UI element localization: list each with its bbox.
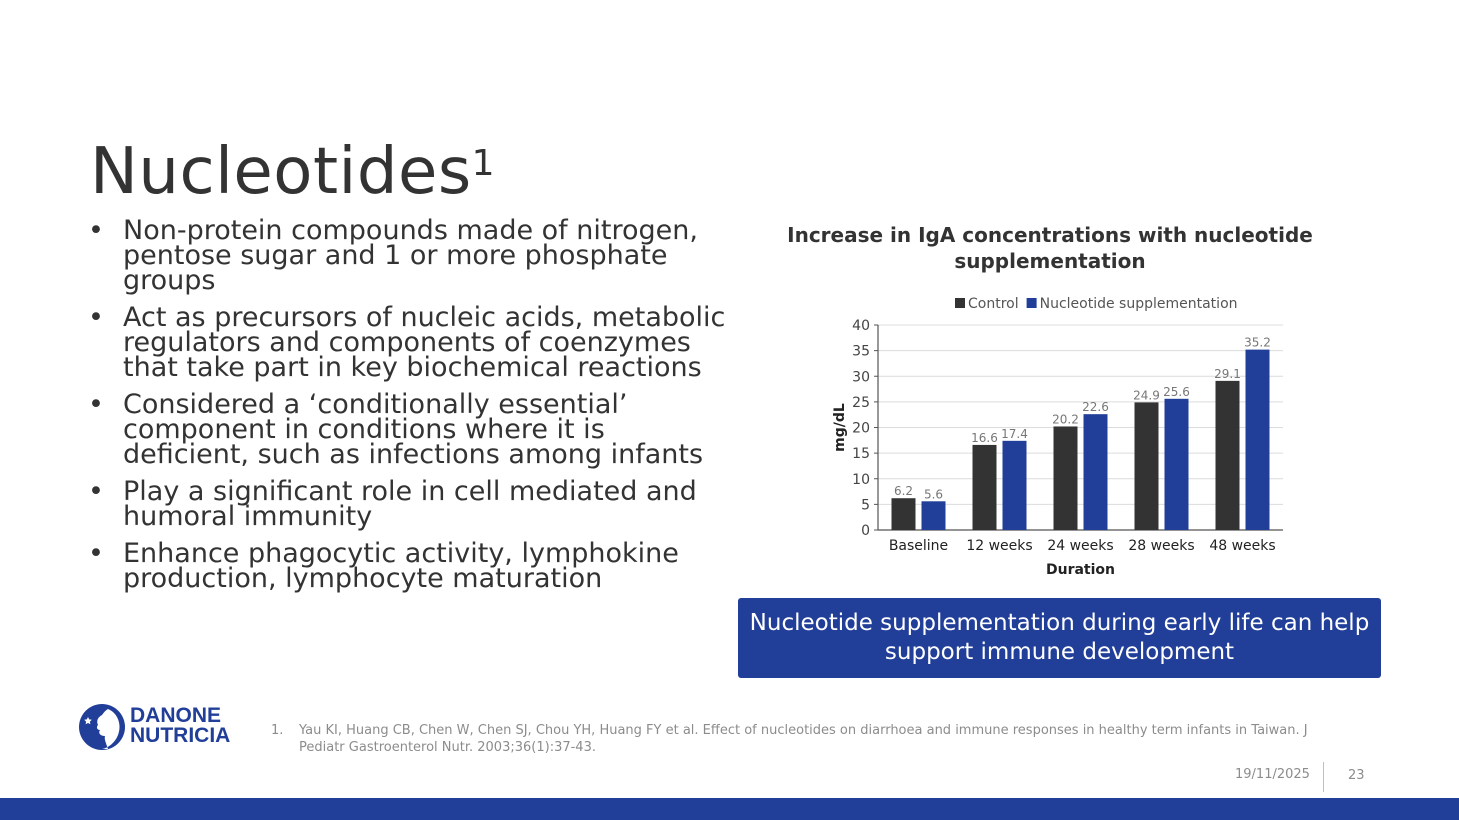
- bar-value-label: 29.1: [1214, 367, 1241, 381]
- bullet-icon: •: [88, 215, 104, 246]
- bar: [891, 498, 916, 530]
- y-tick-label: 40: [852, 318, 870, 334]
- logo-wordmark: DANONE NUTRICIA: [130, 704, 231, 747]
- x-tick-label: Baseline: [889, 538, 948, 554]
- x-tick-label: 28 weeks: [1128, 538, 1194, 554]
- x-tick-label: 24 weeks: [1047, 538, 1113, 554]
- bar-value-label: 5.6: [924, 487, 943, 501]
- bar-value-label: 20.2: [1052, 412, 1079, 426]
- legend-swatch: [1026, 298, 1037, 308]
- danone-nutricia-logo: DANONE NUTRICIA: [78, 703, 248, 751]
- bullet-text: Play a significant role in cell mediated…: [123, 476, 697, 532]
- bar: [1215, 380, 1240, 530]
- bullet-item: • Act as precursors of nucleic acids, met…: [88, 302, 728, 383]
- bullet-icon: •: [88, 476, 104, 507]
- bar-value-label: 16.6: [971, 431, 998, 445]
- legend-label: Control: [968, 296, 1019, 312]
- bullet-text: Enhance phagocytic activity, lymphokine …: [123, 538, 679, 594]
- page-number: 23: [1348, 768, 1365, 783]
- y-tick-label: 0: [861, 523, 870, 539]
- title-text: Nucleotides: [90, 134, 472, 209]
- footer-bar: [0, 798, 1459, 820]
- bullet-icon: •: [88, 302, 104, 333]
- bar: [921, 501, 946, 530]
- bar: [1245, 349, 1270, 530]
- logo-line-1: DANONE: [130, 704, 222, 727]
- key-message-callout: Nucleotide supplementation during early …: [738, 598, 1381, 678]
- bullet-item: • Non-protein compounds made of nitrogen,…: [88, 215, 728, 296]
- x-axis-label: Duration: [1046, 562, 1115, 578]
- title-superscript: 1: [471, 142, 496, 184]
- bar-value-label: 25.6: [1163, 385, 1190, 399]
- bar: [1134, 402, 1159, 530]
- y-tick-label: 5: [861, 497, 870, 513]
- reference-footnote: 1. Yau KI, Huang CB, Chen W, Chen SJ, Ch…: [271, 722, 1351, 756]
- reference-number: 1.: [271, 723, 284, 738]
- bar: [1083, 414, 1108, 530]
- y-tick-label: 30: [852, 369, 870, 385]
- bullet-text: Considered a ‘conditionally essential’ c…: [123, 389, 704, 470]
- bullet-list: • Non-protein compounds made of nitrogen,…: [88, 215, 728, 603]
- y-axis-label: mg/dL: [832, 403, 848, 452]
- logo-line-2: NUTRICIA: [130, 724, 231, 747]
- bullet-item: • Play a significant role in cell mediate…: [88, 476, 728, 532]
- slide-title: Nucleotides1: [90, 135, 495, 209]
- bar-chart: Control Nucleotide supplementation 0 5 10 15 2…: [832, 296, 1283, 578]
- x-tick-label: 48 weeks: [1209, 538, 1275, 554]
- slide-date: 19/11/2025: [1235, 767, 1310, 782]
- x-tick-label: 12 weeks: [966, 538, 1032, 554]
- y-tick-label: 35: [852, 344, 870, 360]
- y-tick-label: 20: [852, 421, 870, 437]
- bullet-item: • Enhance phagocytic activity, lymphokine…: [88, 538, 728, 594]
- y-tick-label: 10: [852, 472, 870, 488]
- chart-title: Increase in IgA concentrations with nucl…: [787, 223, 1313, 273]
- bullet-text: Non-protein compounds made of nitrogen, …: [123, 215, 698, 296]
- bar-value-label: 22.6: [1082, 400, 1109, 414]
- reference-text: Yau KI, Huang CB, Chen W, Chen SJ, Chou …: [299, 723, 1308, 755]
- child-silhouette-logo-icon: [79, 704, 125, 750]
- bullet-text: Act as precursors of nucleic acids, meta…: [123, 302, 726, 383]
- bar-value-label: 17.4: [1001, 427, 1028, 441]
- footer-divider: [1323, 762, 1324, 792]
- bar: [1002, 440, 1027, 530]
- bar: [1053, 426, 1078, 530]
- callout-text: Nucleotide supplementation during early …: [749, 610, 1370, 665]
- y-tick-label: 15: [852, 446, 870, 462]
- bar-value-label: 35.2: [1244, 336, 1271, 350]
- bullet-icon: •: [88, 538, 104, 569]
- bullet-icon: •: [88, 389, 104, 420]
- bar: [1164, 398, 1189, 530]
- bullet-item: • Considered a ‘conditionally essential’ …: [88, 389, 728, 470]
- bar: [972, 444, 997, 530]
- y-tick-label: 25: [852, 395, 870, 411]
- legend-label: Nucleotide supplementation: [1040, 296, 1238, 312]
- bar-value-label: 6.2: [894, 484, 913, 498]
- bar-value-label: 24.9: [1133, 388, 1160, 402]
- legend-swatch: [955, 298, 965, 308]
